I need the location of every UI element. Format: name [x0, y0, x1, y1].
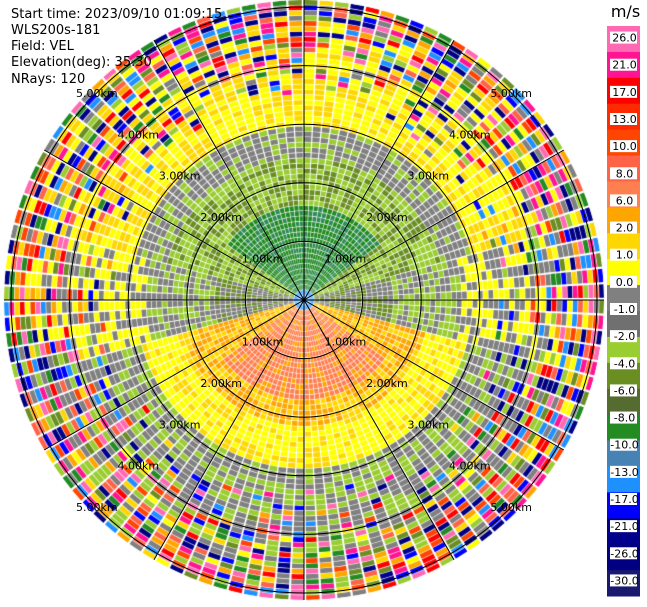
azimuth-spoke — [43, 299, 305, 451]
colorbar-tick-label: 2.0 — [616, 222, 634, 235]
colorbar-tick-label: -1.0 — [614, 303, 635, 316]
nrays-label: NRays: 120 — [11, 72, 86, 87]
ring-label: 4.00km — [449, 460, 491, 473]
colorbar-tick-bg — [610, 194, 637, 207]
ring-label: 3.00km — [408, 170, 450, 183]
colorbar-tick-bg — [610, 465, 637, 478]
colorbar-tick-label: -8.0 — [614, 412, 635, 425]
colorbar-tick-bg — [610, 357, 637, 370]
colorbar-tick-label: 0.0 — [616, 276, 634, 289]
elevation-label: Elevation(deg): 35.30 — [11, 55, 152, 70]
start-time-label: Start time: 2023/09/10 01:09:15 — [11, 7, 223, 22]
colorbar-tick-bg — [610, 438, 637, 451]
azimuth-spoke — [303, 149, 565, 301]
colorbar: m/s 26.0 21.0 17.0 13.0 10.0 8.0 6.0 2.0 1.0 0.0 -1… — [607, 2, 640, 597]
azimuth-spoke — [303, 299, 455, 561]
colorbar-tick-label: 26.0 — [612, 32, 637, 45]
azimuth-spoke — [153, 299, 305, 561]
instrument-label: WLS200s-181 — [11, 23, 101, 38]
colorbar-tick-bg — [610, 221, 637, 234]
ring-label: 3.00km — [159, 418, 201, 431]
azimuth-spoke — [153, 39, 305, 301]
azimuth-spoke — [43, 149, 305, 301]
colorbar-tick-label: 17.0 — [612, 86, 637, 99]
colorbar-tick-label: -2.0 — [614, 330, 635, 343]
colorbar-label: m/s — [611, 2, 640, 21]
field-label: Field: VEL — [11, 39, 74, 54]
colorbar-tick-label: -30.0 — [610, 574, 638, 587]
azimuth-spoke — [303, 299, 565, 451]
colorbar-tick-label: -21.0 — [610, 520, 638, 533]
ring-label: 5.00km — [76, 501, 118, 514]
colorbar-tick-label: 6.0 — [616, 194, 634, 207]
colorbar-tick-label: 8.0 — [616, 167, 634, 180]
ring-label: 1.00km — [242, 253, 284, 266]
ring-label: 2.00km — [366, 377, 408, 390]
ring-label: 2.00km — [200, 377, 242, 390]
colorbar-tick-bg — [610, 140, 637, 153]
ring-label: 4.00km — [117, 128, 159, 141]
ring-label: 1.00km — [242, 335, 284, 348]
colorbar-tick-bg — [610, 113, 637, 125]
azimuth-spoke — [303, 39, 455, 301]
colorbar-tick-label: 10.0 — [612, 140, 637, 153]
colorbar-tick-label: 21.0 — [612, 59, 637, 72]
colorbar-tick-label: -6.0 — [614, 384, 635, 397]
colorbar-tick-label: 1.0 — [616, 249, 634, 262]
colorbar-tick-bg — [610, 275, 637, 288]
ring-label: 4.00km — [449, 128, 491, 141]
colorbar-tick-label: -10.0 — [610, 439, 638, 452]
ring-label: 5.00km — [490, 87, 532, 100]
colorbar-tick-bg — [610, 248, 637, 261]
colorbar-tick-label: -26.0 — [610, 547, 638, 560]
colorbar-tick-bg — [610, 31, 637, 44]
colorbar-tick-bg — [610, 574, 637, 587]
colorbar-tick-label: -13.0 — [610, 466, 638, 479]
ring-label: 1.00km — [325, 253, 367, 266]
ring-label: 3.00km — [408, 418, 450, 431]
ring-label: 5.00km — [76, 87, 118, 100]
colorbar-tick-label: 13.0 — [612, 113, 637, 126]
colorbar-tick-label: -4.0 — [614, 357, 635, 370]
ring-label: 3.00km — [159, 170, 201, 183]
colorbar-tick-bg — [610, 303, 637, 315]
ring-label: 4.00km — [117, 460, 159, 473]
ring-label: 5.00km — [490, 501, 532, 514]
colorbar-tick-bg — [610, 58, 637, 71]
colorbar-tick-bg — [610, 384, 637, 397]
colorbar-tick-label: -17.0 — [610, 493, 638, 506]
colorbar-tick-bg — [610, 167, 637, 180]
colorbar-tick-bg — [610, 493, 637, 505]
colorbar-tick-bg — [610, 547, 637, 560]
colorbar-tick-bg — [610, 411, 637, 424]
ring-label: 2.00km — [366, 211, 408, 224]
colorbar-tick-bg — [610, 520, 637, 533]
colorbar-tick-bg — [610, 330, 637, 343]
ring-label: 2.00km — [200, 211, 242, 224]
ring-label: 1.00km — [325, 335, 367, 348]
colorbar-tick-bg — [610, 85, 637, 98]
